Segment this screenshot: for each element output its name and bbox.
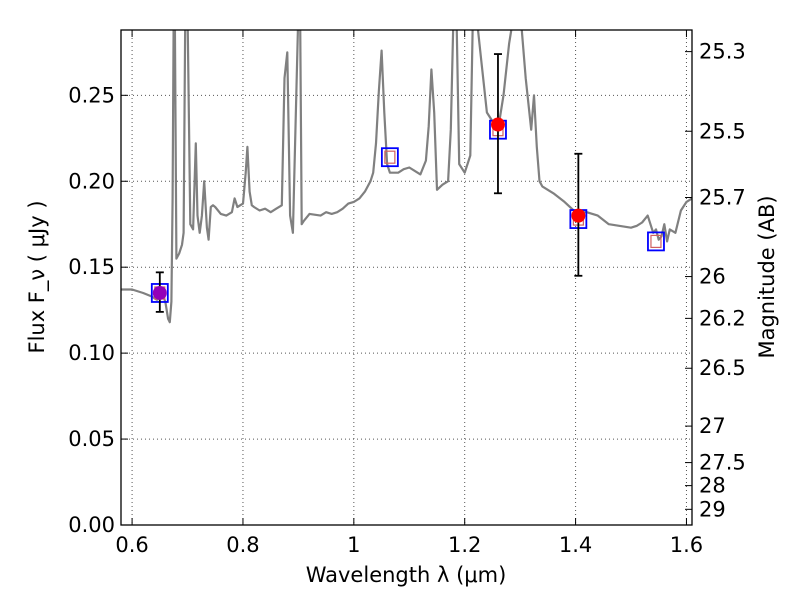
y-tick-labels: 0.00 0.05 0.10 0.15 0.20 0.25 — [68, 83, 115, 537]
y-axis-title: Flux F_ν ( μJy ) — [25, 200, 50, 353]
right-tick-label: 26.2 — [699, 306, 746, 330]
right-tick-label: 26 — [699, 265, 726, 289]
y-tick-label: 0.25 — [68, 83, 115, 107]
x-tick-label: 1.6 — [670, 533, 703, 557]
right-tick-label: 27.5 — [699, 451, 746, 475]
model-photometry-inner-square — [650, 234, 662, 249]
x-tick-label: 0.6 — [115, 533, 148, 557]
observed-point — [571, 208, 586, 223]
model-photometry-box — [380, 147, 399, 168]
model-photometry-boxes — [150, 119, 665, 303]
right-axis-title: Magnitude (AB) — [755, 195, 779, 358]
x-tick-label: 1 — [347, 533, 360, 557]
grid-lines — [121, 30, 692, 526]
plot-frame — [120, 29, 693, 526]
x-tick-label: 0.8 — [226, 533, 259, 557]
observed-point — [490, 117, 505, 132]
right-tick-label: 25.3 — [699, 40, 746, 64]
model-photometry-inner-square — [384, 150, 396, 164]
y-tick-label: 0.20 — [68, 169, 115, 193]
x-tick-labels: 0.6 0.8 1 1.2 1.4 1.6 — [115, 533, 703, 557]
observed-point — [152, 285, 167, 300]
model-spectrum-line — [121, 30, 692, 324]
right-tick-label: 25.5 — [699, 119, 746, 143]
right-tick-label: 25.7 — [699, 185, 746, 209]
x-tick-label: 1.4 — [559, 533, 592, 557]
x-tick-label: 1.2 — [448, 533, 481, 557]
axis-ticks — [121, 30, 692, 526]
right-tick-label: 29 — [699, 497, 726, 521]
y-tick-label: 0.05 — [68, 427, 115, 451]
right-tick-label: 26.5 — [699, 356, 746, 380]
right-tick-label: 27 — [699, 414, 726, 438]
y-tick-label: 0.15 — [68, 255, 115, 279]
x-axis-title: Wavelength λ (μm) — [306, 563, 507, 587]
model-photometry-box — [647, 231, 665, 252]
y-tick-label: 0.00 — [68, 513, 115, 537]
y-tick-label: 0.10 — [68, 341, 115, 365]
observed-points — [152, 53, 586, 313]
right-tick-label: 28 — [699, 474, 726, 498]
